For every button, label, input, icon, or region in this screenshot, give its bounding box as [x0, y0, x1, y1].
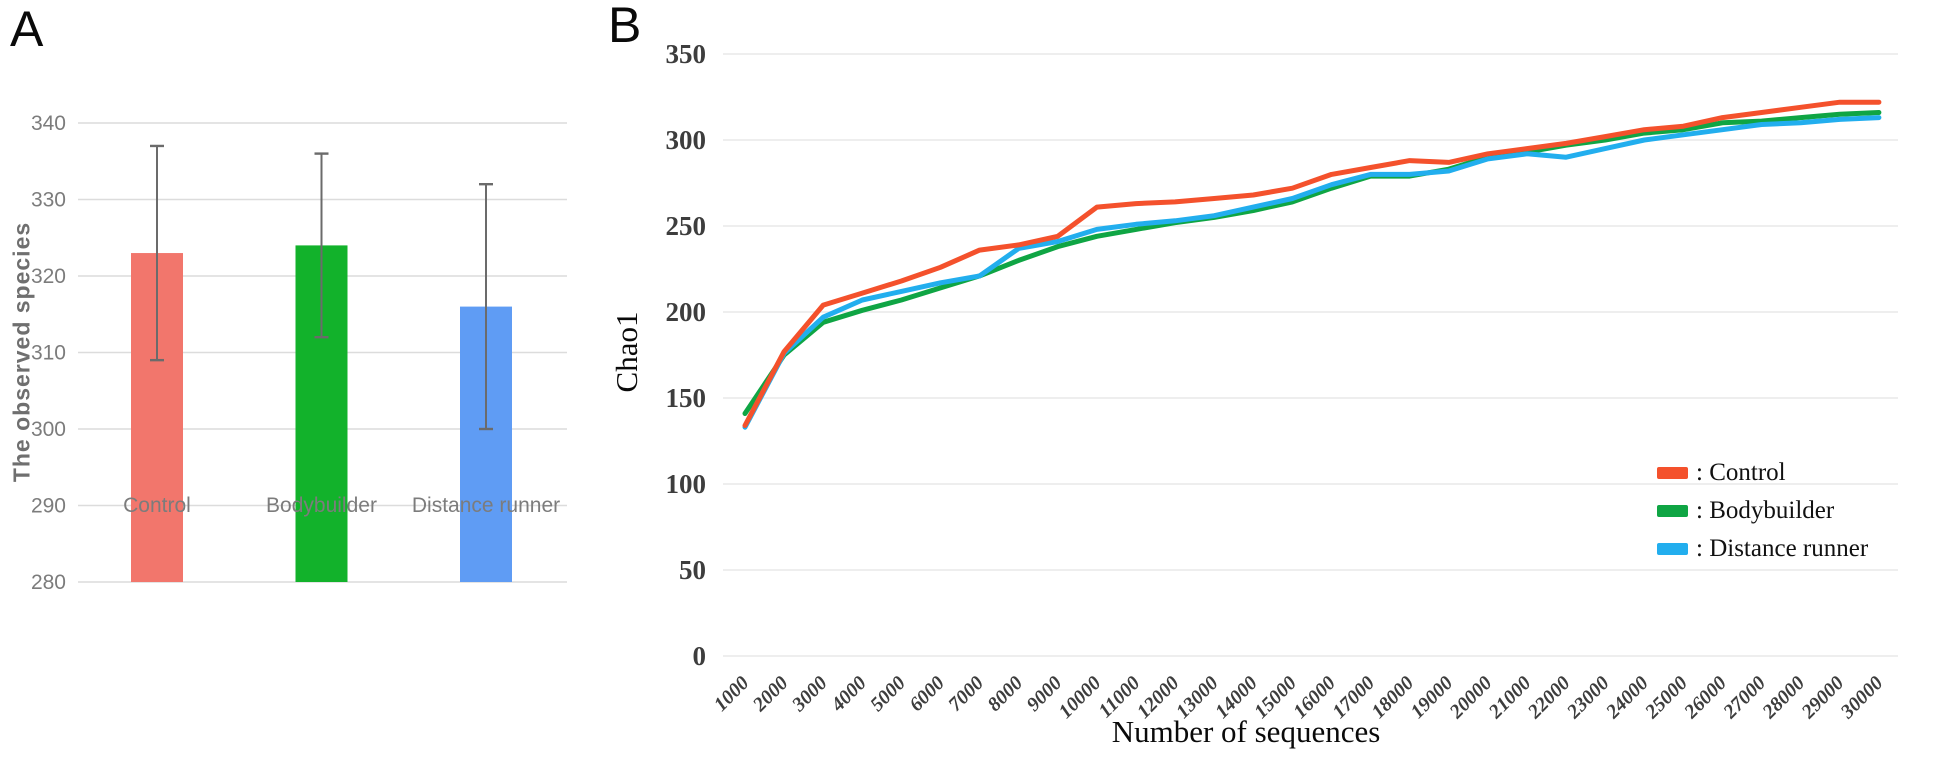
legend-swatch-distance-runner: [1657, 542, 1688, 555]
panel-b-y-tick-label: 0: [693, 641, 707, 671]
line-series-control: [742, 99, 1882, 428]
panel-b-x-tick-label: 19000: [1406, 672, 1457, 723]
panel-a-y-tick-label: 300: [31, 418, 66, 441]
panel-b-x-tick-label: 26000: [1679, 672, 1731, 724]
panel-a-y-tick-label: 280: [31, 571, 66, 594]
legend-label-distance-runner: : Distance runner: [1696, 534, 1869, 562]
panel-b-x-tick-label: 2000: [748, 672, 793, 717]
panel-b-y-tick-label: 150: [666, 383, 707, 413]
panel-b-x-tick-label: 30000: [1836, 672, 1888, 724]
panel-b-x-tick-label: 21000: [1484, 672, 1536, 724]
panel-a-y-tick-label: 320: [31, 265, 66, 288]
panel-b-x-tick-label: 5000: [866, 672, 910, 716]
panel-a-category-label: Distance runner: [412, 494, 560, 517]
panel-a-label: A: [10, 1, 44, 57]
panel-b-x-tick-label: 27000: [1719, 672, 1771, 724]
panel-b-label: B: [608, 0, 642, 53]
panel-b-x-tick-label: 20000: [1445, 672, 1497, 724]
panel-b-y-tick-label: 350: [666, 39, 707, 69]
legend-label-bodybuilder: : Bodybuilder: [1696, 496, 1835, 524]
panel-a-category-label: Bodybuilder: [266, 494, 377, 517]
panel-b-x-tick-label: 24000: [1601, 672, 1653, 724]
panel-b-x-tick-label: 3000: [787, 672, 832, 717]
legend-item-distance-runner: : Distance runner: [1657, 534, 1869, 562]
panel-b-y-tick-label: 50: [679, 555, 706, 585]
panel-b-x-tick-label: 23000: [1562, 672, 1614, 724]
legend-item-control: : Control: [1657, 458, 1868, 486]
line-series-distance-runner: [742, 115, 1882, 430]
panel-b-x-tick-label: 6000: [905, 672, 949, 716]
panel-b-y-tick-label: 300: [666, 125, 707, 155]
line-series-bodybuilder: [742, 110, 1882, 416]
panel-b-y-tick-label: 200: [666, 297, 707, 327]
panel-a-y-axis-title: The observed species: [8, 221, 35, 483]
panel-b-x-tick-label: 7000: [944, 672, 988, 716]
panel-a-y-tick-label: 330: [31, 189, 66, 212]
panel-b-y-axis-title: Chao1: [609, 311, 644, 393]
legend-label-control: : Control: [1696, 458, 1786, 486]
panel-b-x-tick-label: 4000: [826, 672, 871, 717]
panel-b-x-tick-label: 8000: [983, 672, 1027, 716]
panel-b-x-tick-label: 29000: [1797, 672, 1849, 724]
panel-b-x-axis-title: Number of sequences: [1111, 714, 1381, 749]
panel-b-y-tick-label: 250: [666, 211, 707, 241]
legend-item-bodybuilder: : Bodybuilder: [1657, 496, 1868, 524]
legend-swatch-bodybuilder: [1657, 504, 1688, 517]
panel-b-x-tick-label: 22000: [1523, 672, 1575, 724]
panel-a-y-tick-label: 290: [31, 495, 66, 518]
panel-b-y-tick-label: 100: [666, 469, 707, 499]
panel-b-x-tick-label: 1000: [710, 672, 754, 716]
panel-b-x-tick-label: 28000: [1758, 672, 1810, 724]
panel-a-y-tick-label: 310: [31, 342, 66, 365]
panel-b-x-tick-label: 25000: [1640, 672, 1692, 724]
panel-a-category-label: Control: [123, 494, 191, 517]
panel-b-x-tick-label: 10000: [1055, 672, 1106, 723]
chart-legend: : Control : Bodybuilder : Distance runne…: [1657, 458, 1869, 562]
panel-a-y-tick-label: 340: [31, 112, 66, 135]
legend-swatch-control: [1657, 466, 1688, 479]
